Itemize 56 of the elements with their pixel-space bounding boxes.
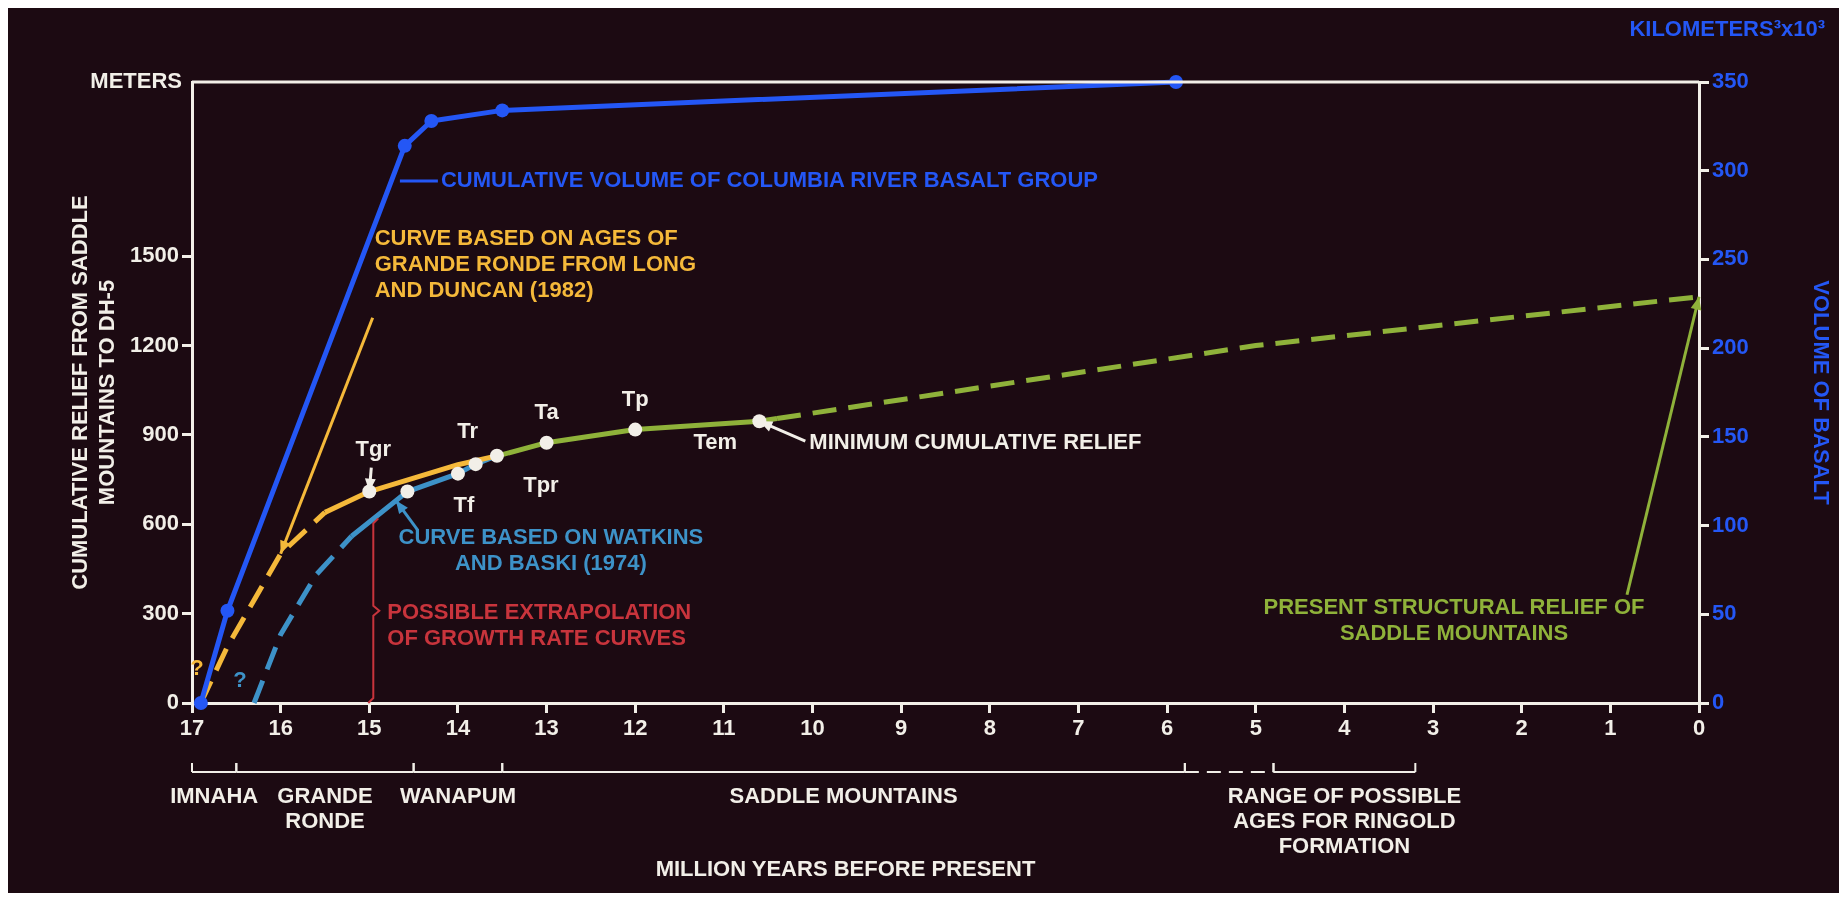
x-tick-label: 9: [895, 715, 908, 741]
x-tick-label: 8: [983, 715, 996, 741]
y2-tick-label: 300: [1712, 156, 1749, 182]
text: GRANDE RONDE: [277, 783, 373, 834]
text: SADDLE MOUNTAINS: [729, 783, 958, 809]
y2-axis-title: VOLUME OF BASALT: [1808, 280, 1834, 506]
y2-tick-label: 200: [1712, 334, 1749, 360]
y-tick-label: 0: [166, 689, 179, 715]
text: IMNAHA: [170, 783, 259, 809]
y2-tick-label: 0: [1712, 689, 1725, 715]
annotation: Ta: [534, 398, 560, 424]
x-tick-label: 13: [534, 715, 559, 741]
annotation: MINIMUM CUMULATIVE RELIEF: [809, 429, 1142, 455]
y-tick-label: 300: [142, 599, 179, 625]
x-tick-label: 2: [1515, 715, 1528, 741]
x-tick-label: 14: [445, 715, 471, 741]
annotation: CURVE BASED ON AGES OF GRANDE RONDE FROM LONG AND DUNCAN (1982): [374, 224, 697, 302]
x-tick-label: 17: [179, 715, 205, 741]
text: KILOMETERS³x10³: [1629, 16, 1825, 42]
annotation: POSSIBLE EXTRAPOLATION OF GROWTH RATE CURVES: [387, 598, 692, 650]
y-tick-label: 900: [142, 421, 179, 446]
x-tick-label: 4: [1338, 715, 1352, 741]
text: METERS: [90, 68, 182, 94]
y-tick-label: 1500: [130, 242, 179, 268]
y2-tick-label: 100: [1712, 511, 1749, 537]
y-axis-title: CUMULATIVE RELIEF FROM SADDLE MOUNTAINS TO DH-5: [67, 195, 119, 590]
annotation: Tem: [693, 429, 738, 455]
annotation: Tpr: [523, 471, 560, 497]
x-tick-label: 10: [800, 715, 825, 741]
x-tick-label: 6: [1160, 715, 1174, 741]
text: MILLION YEARS BEFORE PRESENT: [655, 856, 1036, 882]
y2-tick-label: 250: [1712, 245, 1749, 271]
y-tick-label: 600: [142, 510, 179, 536]
x-tick-label: 3: [1426, 715, 1440, 741]
annotation: Tf: [453, 491, 475, 517]
text: RANGE OF POSSIBLE AGES FOR RINGOLD FORMATION: [1227, 783, 1462, 859]
annotation: CUMULATIVE VOLUME OF COLUMBIA RIVER BASALT GROUP: [440, 166, 1099, 192]
x-tick-label: 5: [1249, 715, 1262, 741]
y2-tick-label: 350: [1712, 68, 1749, 94]
x-tick-label: 15: [357, 715, 382, 741]
annotation: Tr: [457, 418, 479, 444]
x-tick-label: 16: [268, 715, 293, 741]
x-tick-label: 11: [712, 715, 736, 741]
text: WANAPUM: [399, 783, 516, 809]
y2-tick-label: 150: [1712, 422, 1749, 448]
annotation: ?: [233, 667, 247, 693]
x-tick-label: 1: [1604, 715, 1617, 741]
x-tick-label: 0: [1692, 715, 1706, 741]
annotation: Tp: [621, 385, 649, 411]
y-tick-label: 1200: [130, 331, 179, 357]
annotation: PRESENT STRUCTURAL RELIEF OF SADDLE MOUNTAINS: [1263, 593, 1645, 645]
x-tick-label: 7: [1072, 715, 1085, 741]
y2-tick-label: 50: [1712, 600, 1737, 626]
x-tick-label: 12: [622, 715, 648, 741]
annotation: Tgr: [355, 435, 392, 461]
annotation: CURVE BASED ON WATKINS AND BASKI (1974): [398, 523, 704, 575]
